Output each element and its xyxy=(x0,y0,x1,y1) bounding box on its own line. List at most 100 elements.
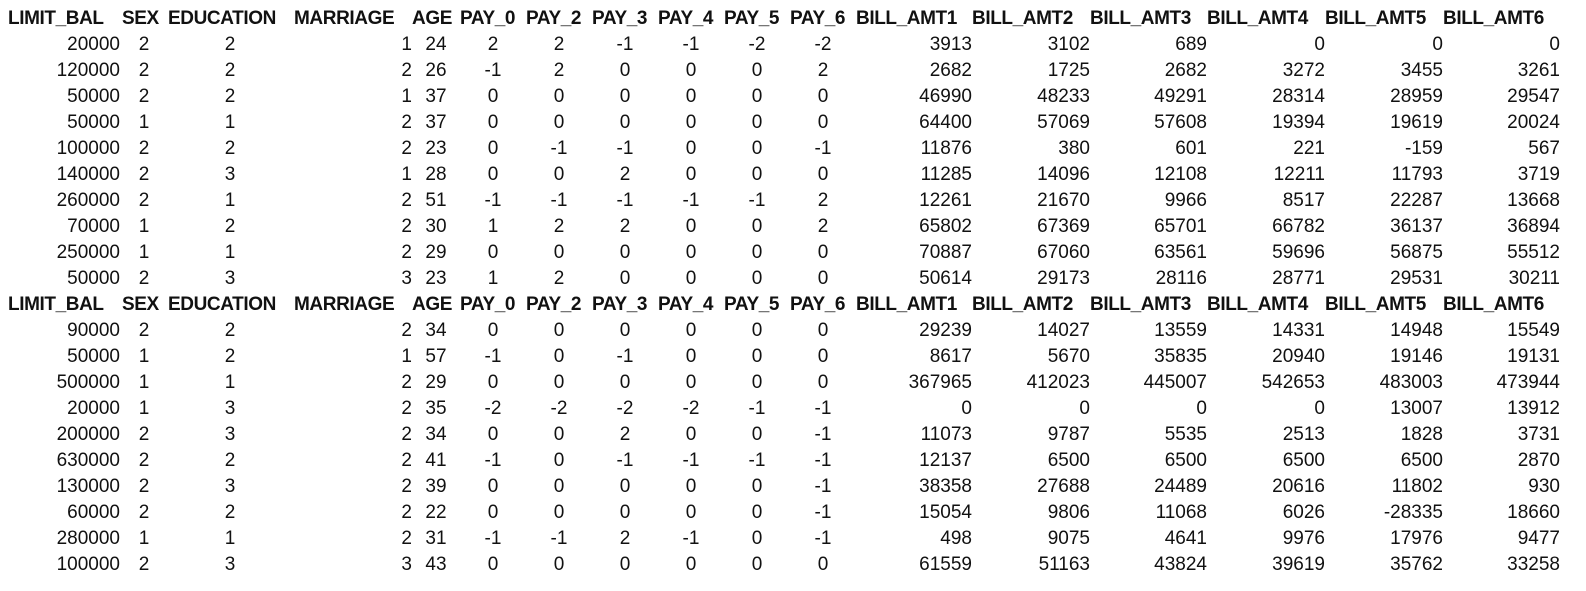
table-cell: 2 xyxy=(401,398,412,419)
table-cell: 65802 xyxy=(919,216,972,237)
table-cell: -1 xyxy=(484,450,502,471)
table-cell: 64400 xyxy=(919,112,972,133)
table-cell: 2 xyxy=(138,320,150,341)
table-cell: 1 xyxy=(138,346,150,367)
table-cell: 3913 xyxy=(929,34,972,55)
table-cell: 0 xyxy=(685,216,697,237)
table-cell: 0 xyxy=(487,476,499,497)
table-cell: 28314 xyxy=(1272,86,1325,107)
table-cell: 1 xyxy=(487,216,499,237)
table-cell: 67060 xyxy=(1037,242,1090,263)
table-cell: 1 xyxy=(138,112,150,133)
table-cell: 0 xyxy=(487,242,499,263)
table-cell: 3 xyxy=(224,554,236,575)
table-cell: 100000 xyxy=(56,554,120,575)
table-cell: 0 xyxy=(487,112,499,133)
table-cell: -1 xyxy=(682,450,700,471)
table-cell: -1 xyxy=(814,502,832,523)
table-cell: 0 xyxy=(553,476,565,497)
table-cell: 0 xyxy=(487,138,499,159)
table-cell: 29173 xyxy=(1037,268,1090,289)
table-cell: 3 xyxy=(224,398,236,419)
table-cell: 0 xyxy=(751,60,763,81)
table-cell: 0 xyxy=(817,346,829,367)
table-cell: 3 xyxy=(401,268,412,289)
table-cell: 22287 xyxy=(1390,190,1443,211)
table-cell: 567 xyxy=(1528,138,1560,159)
table-cell: 0 xyxy=(619,554,631,575)
table-cell: -1 xyxy=(484,528,502,549)
table-cell: 2 xyxy=(138,424,150,445)
table-cell: 0 xyxy=(751,138,763,159)
table-cell: 29 xyxy=(425,242,447,263)
table-cell: 250000 xyxy=(56,242,120,263)
table-cell: 57069 xyxy=(1037,112,1090,133)
table-cell: 9477 xyxy=(1517,528,1560,549)
column-header-bill-amt5: BILL_AMT5 xyxy=(1325,8,1426,29)
table-cell: 3455 xyxy=(1400,60,1443,81)
table-cell: 601 xyxy=(1175,138,1207,159)
table-cell: 2870 xyxy=(1517,450,1560,471)
table-cell: 29 xyxy=(425,372,447,393)
table-row: 50000 1 2 1 57 -1 0 -1 0 0 0 8617 5670 35835 20940 1914… xyxy=(8,344,1572,370)
table-cell: -1 xyxy=(748,398,766,419)
table-cell: 4641 xyxy=(1164,528,1207,549)
table-cell: -1 xyxy=(550,190,568,211)
table-row: 70000 1 2 2 30 1 2 2 0 0 2 65802 67369 65701 66782 3613… xyxy=(8,214,1572,240)
table-cell: 1 xyxy=(224,372,236,393)
table-cell: -1 xyxy=(616,34,634,55)
table-cell: 0 xyxy=(553,346,565,367)
table-cell: 1 xyxy=(224,528,236,549)
table-cell: 0 xyxy=(619,502,631,523)
table-cell: 0 xyxy=(817,242,829,263)
table-cell: 2 xyxy=(401,190,412,211)
table-cell: 14096 xyxy=(1037,164,1090,185)
table-cell: 46990 xyxy=(919,86,972,107)
table-cell: 0 xyxy=(685,502,697,523)
table-cell: 140000 xyxy=(56,164,120,185)
table-cell: 2 xyxy=(138,60,150,81)
table-cell: 13668 xyxy=(1507,190,1560,211)
column-header-bill-amt6: BILL_AMT6 xyxy=(1443,8,1544,29)
table-cell: 2 xyxy=(224,138,236,159)
table-cell: 2 xyxy=(138,164,150,185)
table-cell: -2 xyxy=(616,398,634,419)
column-header-bill-amt1: BILL_AMT1 xyxy=(856,8,957,29)
table-cell: 1 xyxy=(401,346,412,367)
header-row: LIMIT_BAL SEX EDUCATION MARRIAGE AGE PAY_0 PAY… xyxy=(8,292,1572,318)
table-cell: 1 xyxy=(487,268,499,289)
column-header-age: AGE xyxy=(412,294,452,315)
table-cell: 0 xyxy=(1196,398,1207,419)
table-cell: 90000 xyxy=(67,320,120,341)
table-cell: 6026 xyxy=(1282,502,1325,523)
table-cell: 12211 xyxy=(1273,164,1325,185)
table-cell: -2 xyxy=(550,398,568,419)
table-cell: 13007 xyxy=(1390,398,1443,419)
column-header-pay-0: PAY_0 xyxy=(460,294,516,315)
table-cell: 14948 xyxy=(1390,320,1443,341)
table-cell: 2 xyxy=(401,450,412,471)
table-cell: 2 xyxy=(553,60,565,81)
table-cell: 24489 xyxy=(1154,476,1207,497)
table-cell: 50000 xyxy=(67,86,120,107)
table-row: 500000 1 1 2 29 0 0 0 0 0 0 367965 412023 445007 54265… xyxy=(8,370,1572,396)
table-cell: 0 xyxy=(817,320,829,341)
table-cell: -1 xyxy=(748,190,766,211)
table-cell: 0 xyxy=(751,216,763,237)
table-cell: 2 xyxy=(224,450,236,471)
table-cell: 30 xyxy=(425,216,447,237)
table-cell: 28771 xyxy=(1272,268,1325,289)
table-cell: 483003 xyxy=(1379,372,1443,393)
table-cell: 65701 xyxy=(1154,216,1207,237)
table-cell: 2 xyxy=(138,554,150,575)
table-cell: 2 xyxy=(553,216,565,237)
table-cell: 1 xyxy=(224,190,236,211)
table-cell: 0 xyxy=(685,346,697,367)
table-cell: -1 xyxy=(484,346,502,367)
table-cell: 20000 xyxy=(67,34,120,55)
table-cell: 35762 xyxy=(1390,554,1443,575)
table-cell: 23 xyxy=(425,138,447,159)
table-cell: 0 xyxy=(961,398,972,419)
header-row: LIMIT_BAL SEX EDUCATION MARRIAGE AGE PAY_0 PAY… xyxy=(8,6,1572,32)
column-header-pay-3: PAY_3 xyxy=(592,8,648,29)
